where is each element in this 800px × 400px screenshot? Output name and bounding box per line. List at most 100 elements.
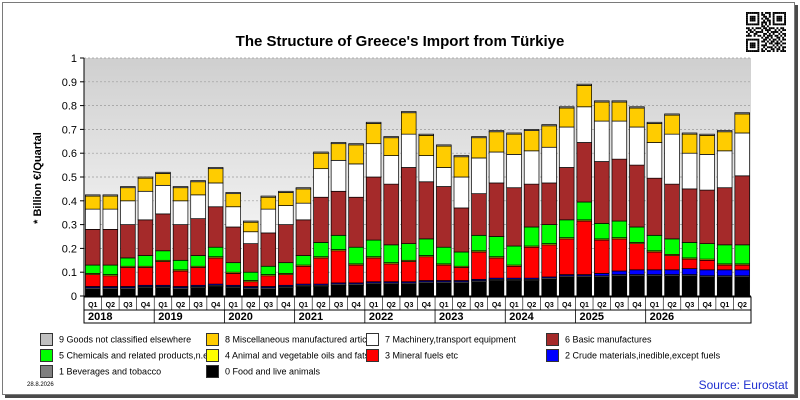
bar-segment-6: [278, 224, 294, 264]
y-tick-label: 0.4: [62, 196, 77, 208]
qr-module: [757, 19, 760, 22]
legend-item: 4 Animal and vegetable oils and fats: [206, 349, 369, 362]
qr-module: [763, 32, 766, 35]
qr-module: [782, 29, 785, 32]
bar-segment-3: [295, 265, 312, 285]
qr-module: [761, 48, 764, 51]
qr-module: [780, 50, 783, 52]
qr-module: [753, 29, 756, 32]
legend-swatch: [366, 349, 379, 362]
qr-module: [746, 17, 748, 20]
bar-segment-0: [471, 281, 487, 297]
qr-module: [747, 27, 750, 30]
qr-module: [774, 31, 777, 33]
x-tick-label: Q3: [334, 302, 343, 309]
qr-module: [753, 50, 756, 52]
legend-swatch: [206, 365, 219, 378]
bar-segment-5: [471, 234, 487, 252]
bar-segment-5: [436, 246, 452, 265]
qr-module: [761, 31, 764, 33]
qr-module: [761, 29, 764, 32]
bar-segment-3: [646, 251, 663, 271]
qr-code-icon: [746, 12, 786, 52]
legend-label: 8 Miscellaneous manufactured articles: [225, 334, 379, 345]
bar-segment-0: [611, 275, 628, 297]
x-tick-label: Q3: [193, 302, 202, 309]
bar-segment-3: [664, 255, 680, 271]
qr-module: [746, 44, 748, 47]
bar-segment-5: [383, 244, 399, 264]
qr-module: [780, 17, 783, 20]
bar-segment-8: [155, 173, 171, 186]
qr-module: [749, 15, 752, 18]
bar-segment-7: [558, 126, 575, 168]
qr-module: [768, 19, 771, 22]
bar-segment-8: [611, 101, 628, 122]
qr-module: [759, 27, 762, 30]
bar-segment-0: [330, 284, 347, 297]
bar-segment-9: [488, 130, 505, 133]
x-tick-label: Q4: [351, 302, 360, 309]
bar-segment-6: [541, 182, 557, 225]
qr-module: [761, 17, 764, 20]
qr-module: [749, 44, 752, 47]
qr-module: [753, 15, 756, 18]
bar-segment-9: [436, 144, 452, 147]
bar-segment-9: [541, 124, 557, 127]
qr-module: [751, 19, 754, 22]
qr-module: [778, 12, 781, 14]
qr-module: [757, 44, 760, 47]
qr-module: [765, 17, 767, 20]
qr-module: [784, 32, 786, 35]
legend-swatch: [546, 349, 559, 362]
bar-segment-6: [401, 167, 417, 244]
y-tick-label: 0.6: [62, 148, 77, 160]
bar-segment-3: [120, 267, 136, 287]
qr-module: [768, 13, 771, 16]
qr-module: [780, 31, 783, 33]
qr-module: [768, 46, 771, 49]
bar-segment-5: [243, 271, 259, 281]
bar-segment-9: [348, 143, 364, 146]
qr-module: [784, 15, 786, 18]
bar-segment-9: [102, 194, 119, 197]
qr-module: [761, 36, 764, 39]
bar-segment-9: [716, 130, 733, 133]
bar-segment-0: [646, 275, 663, 297]
year-label: 2022: [369, 311, 393, 323]
bar-segment-7: [207, 182, 224, 208]
qr-module: [768, 12, 771, 14]
qr-module: [780, 15, 783, 18]
qr-module: [770, 34, 773, 37]
x-tick-label: Q2: [738, 302, 747, 309]
qr-module: [782, 27, 785, 30]
legend-swatch: [206, 349, 219, 362]
qr-module: [751, 46, 754, 49]
bar-segment-0: [225, 287, 241, 297]
qr-module: [770, 40, 773, 43]
bar-segment-0: [453, 282, 470, 297]
qr-module: [772, 31, 775, 33]
x-tick-label: Q1: [650, 302, 659, 309]
bar-segment-9: [383, 136, 399, 139]
bar-segment-6: [576, 142, 592, 203]
legend-item: 3 Mineral fuels etc: [366, 349, 458, 362]
qr-module: [757, 15, 760, 18]
bar-segment-3: [137, 267, 154, 286]
year-label: 2018: [88, 311, 112, 323]
qr-module: [784, 46, 786, 49]
x-tick-label: Q1: [509, 302, 518, 309]
bar-segment-0: [207, 286, 224, 297]
bar-segment-6: [383, 183, 399, 246]
qr-module: [780, 40, 783, 43]
legend-label: 2 Crude materials,inedible,except fuels: [565, 350, 721, 361]
qr-module: [778, 19, 781, 22]
bar-segment-0: [488, 280, 505, 297]
bar-segment-5: [523, 226, 540, 247]
qr-module: [778, 23, 781, 26]
qr-module: [759, 31, 762, 33]
bar-segment-8: [681, 133, 698, 154]
bar-segment-7: [330, 159, 347, 192]
qr-module: [766, 34, 769, 37]
x-tick-label: Q1: [439, 302, 448, 309]
